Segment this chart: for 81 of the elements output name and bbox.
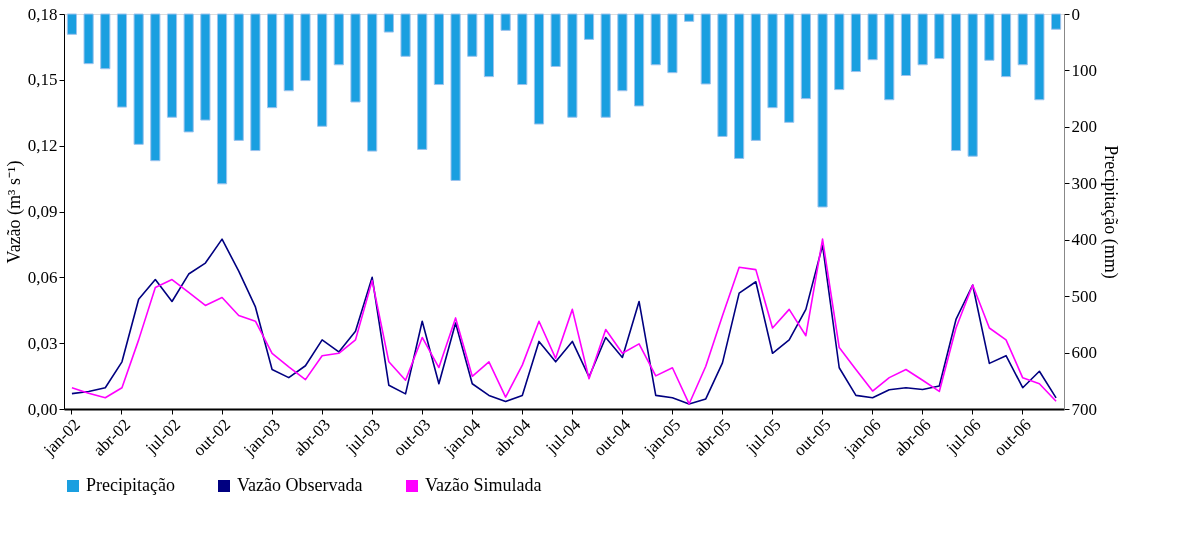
bar: [700, 13, 711, 85]
y-tick-label: 0,03: [27, 333, 58, 353]
bar: [317, 13, 328, 127]
bar: [100, 13, 111, 70]
bar: [533, 13, 545, 125]
bar: [900, 13, 912, 77]
bar: [734, 13, 745, 159]
bar: [267, 13, 278, 109]
bar: [367, 13, 378, 152]
bar: [200, 13, 211, 121]
y-axis-title: Vazão (m³ s⁻¹): [3, 160, 25, 264]
y-tick-label: 0,15: [27, 70, 58, 90]
bar: [834, 13, 845, 91]
bar: [133, 13, 144, 145]
bar: [216, 13, 228, 185]
y-tick-label: 0,18: [27, 4, 58, 24]
bar: [867, 13, 878, 61]
bar: [950, 13, 962, 152]
bar: [66, 13, 78, 35]
bar: [233, 13, 244, 141]
legend-label: Precipitação: [86, 475, 175, 495]
bar: [433, 13, 444, 86]
y2-tick-label: 600: [1071, 343, 1097, 363]
y2-tick-label: 100: [1071, 60, 1097, 80]
bar: [333, 13, 344, 66]
bar: [633, 13, 645, 107]
bar: [884, 13, 895, 101]
y-tick-label: 0,06: [27, 267, 58, 287]
bar: [1017, 13, 1028, 66]
bar: [800, 13, 811, 100]
bar: [183, 13, 194, 133]
bar: [300, 13, 311, 82]
bar: [917, 13, 928, 66]
bar: [567, 13, 578, 118]
y2-tick-label: 400: [1071, 230, 1097, 250]
y2-tick-label: 300: [1071, 173, 1097, 193]
bar: [1000, 13, 1012, 78]
bar: [467, 13, 478, 57]
bar: [967, 13, 978, 157]
y2-tick-label: 700: [1071, 399, 1097, 419]
bar: [617, 13, 628, 92]
bar: [150, 13, 161, 162]
bar: [850, 13, 861, 73]
bar: [984, 13, 995, 61]
bar: [250, 13, 261, 152]
y2-axis-title: Precipitação (mm): [1100, 145, 1121, 279]
bar: [583, 13, 595, 40]
y-tick-label: 0,00: [27, 399, 58, 419]
bar: [483, 13, 495, 78]
y2-tick-label: 200: [1071, 117, 1097, 137]
bar: [750, 13, 761, 141]
bar: [767, 13, 778, 109]
bar: [350, 13, 361, 103]
bar: [684, 13, 695, 22]
legend-label: Vazão Observada: [237, 475, 363, 495]
bar: [400, 13, 411, 57]
bar: [500, 13, 511, 31]
bar: [717, 13, 728, 137]
bar: [417, 13, 428, 150]
bar: [383, 13, 394, 33]
bar: [784, 13, 795, 123]
line-series: [71, 238, 1057, 405]
bar: [517, 13, 528, 86]
legend-label: Vazão Simulada: [425, 475, 542, 495]
bar: [550, 13, 561, 67]
bar: [283, 13, 294, 92]
bar: [116, 13, 128, 108]
y2-tick-label: 500: [1071, 286, 1097, 306]
bar: [166, 13, 178, 118]
bar: [650, 13, 661, 66]
bar: [667, 13, 678, 74]
bar: [450, 13, 461, 181]
bar: [817, 13, 828, 208]
bar: [600, 13, 611, 118]
bar: [83, 13, 94, 65]
bar: [934, 13, 945, 60]
bar: [1034, 13, 1045, 101]
y2-tick-label: 0: [1071, 4, 1080, 24]
bar: [1050, 13, 1062, 30]
y-tick-label: 0,09: [27, 202, 58, 221]
y-tick-label: 0,12: [27, 136, 58, 156]
